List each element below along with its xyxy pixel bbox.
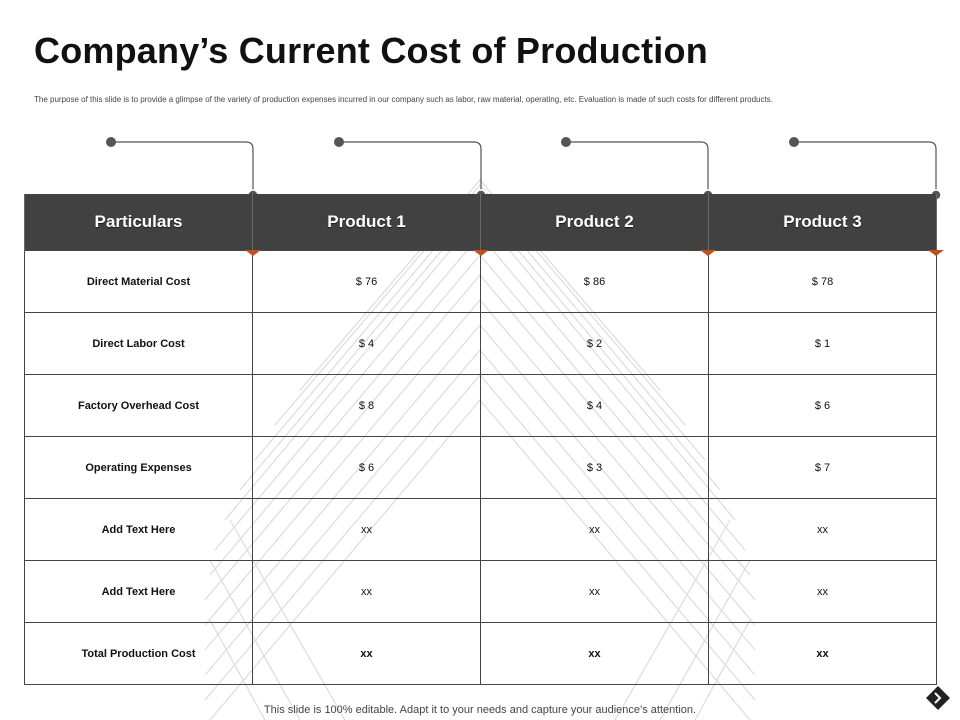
row-label: Factory Overhead Cost (24, 374, 253, 437)
connector-start-dot (561, 137, 571, 147)
cell-value: $ 8 (252, 374, 481, 437)
cell-value: $ 2 (480, 312, 709, 375)
header-product-3: Product 3 (708, 194, 937, 251)
table-row: Add Text Here xx xx xx (24, 498, 937, 561)
row-label: Operating Expenses (24, 436, 253, 499)
cost-table: Particulars Product 1 Product 2 Product … (24, 194, 937, 685)
row-label: Add Text Here (24, 560, 253, 623)
table-row-total: Total Production Cost xx xx xx (24, 622, 937, 685)
table-row: Direct Labor Cost $ 4 $ 2 $ 1 (24, 312, 937, 375)
cell-value: xx (480, 560, 709, 623)
cell-value: $ 78 (708, 250, 937, 313)
connector-start-dot (789, 137, 799, 147)
cell-value: $ 4 (252, 312, 481, 375)
cell-value: xx (708, 560, 937, 623)
cell-value: $ 76 (252, 250, 481, 313)
table-row: Operating Expenses $ 6 $ 3 $ 7 (24, 436, 937, 499)
cell-value: xx (252, 498, 481, 561)
page-title: Company’s Current Cost of Production (34, 30, 708, 71)
cell-value: $ 1 (708, 312, 937, 375)
cell-value: xx (252, 622, 481, 685)
footer-note: This slide is 100% editable. Adapt it to… (263, 704, 697, 716)
table-row: Add Text Here xx xx xx (24, 560, 937, 623)
table-header-row: Particulars Product 1 Product 2 Product … (24, 194, 937, 251)
slide-description: The purpose of this slide is to provide … (34, 95, 773, 104)
cell-value: $ 86 (480, 250, 709, 313)
header-product-2: Product 2 (480, 194, 709, 251)
cell-value: $ 6 (708, 374, 937, 437)
cell-value: $ 4 (480, 374, 709, 437)
table-row: Factory Overhead Cost $ 8 $ 4 $ 6 (24, 374, 937, 437)
header-product-1: Product 1 (252, 194, 481, 251)
diamond-nav-icon[interactable] (924, 684, 952, 712)
cell-value: $ 7 (708, 436, 937, 499)
connector-start-dot (334, 137, 344, 147)
cell-value: $ 6 (252, 436, 481, 499)
cell-value: $ 3 (480, 436, 709, 499)
connector-start-dot (106, 137, 116, 147)
header-particulars: Particulars (24, 194, 253, 251)
cell-value: xx (252, 560, 481, 623)
row-label: Direct Material Cost (24, 250, 253, 313)
cell-value: xx (708, 622, 937, 685)
row-label: Add Text Here (24, 498, 253, 561)
cell-value: xx (708, 498, 937, 561)
cell-value: xx (480, 622, 709, 685)
table-row: Direct Material Cost $ 76 $ 86 $ 78 (24, 250, 937, 313)
row-label: Total Production Cost (24, 622, 253, 685)
row-label: Direct Labor Cost (24, 312, 253, 375)
cell-value: xx (480, 498, 709, 561)
